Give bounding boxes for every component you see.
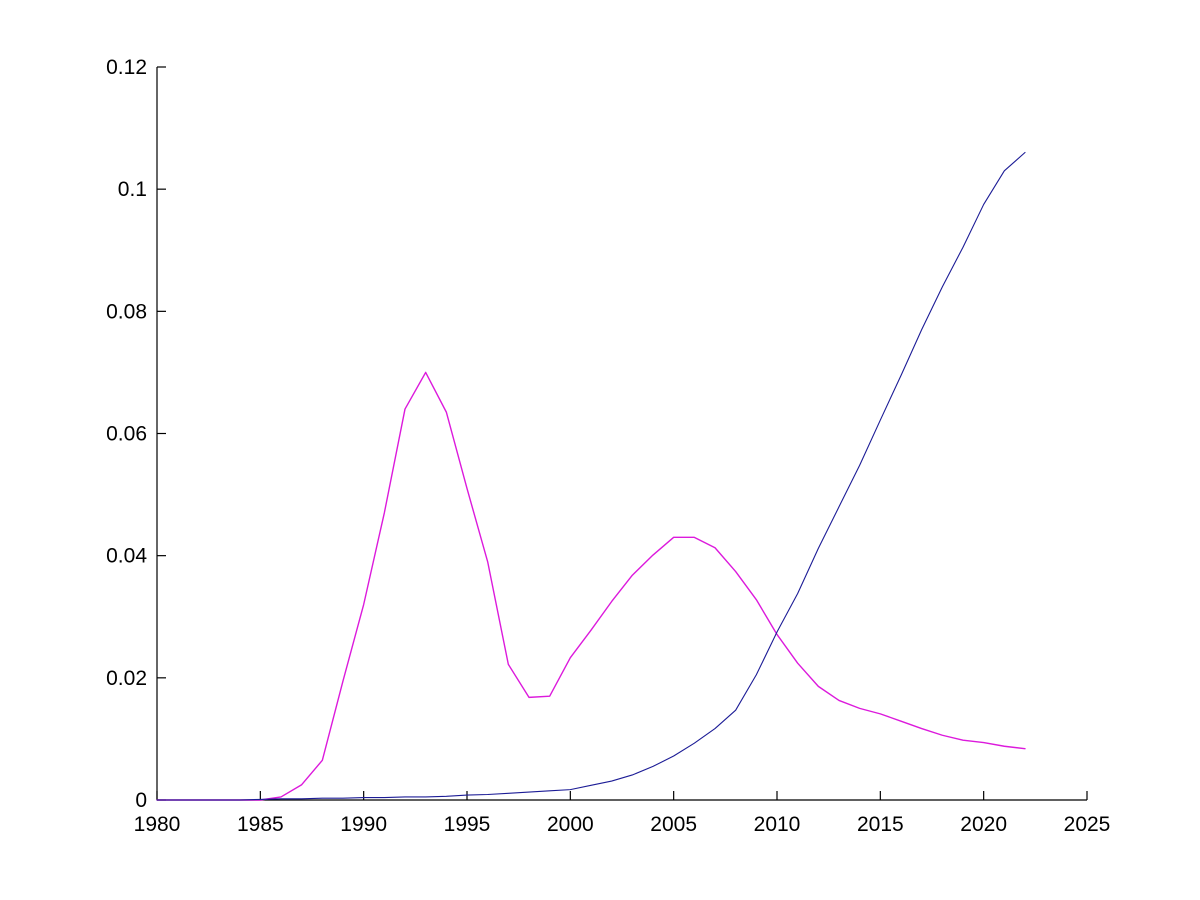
y-tick-label: 0.08 xyxy=(106,300,147,323)
x-tick-label: 2005 xyxy=(650,813,697,836)
y-tick-label: 0.02 xyxy=(106,667,147,690)
y-tick-label: 0.04 xyxy=(106,545,147,568)
axes xyxy=(156,67,1087,801)
series-magenta-line xyxy=(156,371,1026,801)
x-tick-label: 1980 xyxy=(134,813,181,836)
y-tick-label: 0.12 xyxy=(106,56,147,79)
x-tick-label: 2025 xyxy=(1064,813,1111,836)
series-blue-line xyxy=(156,151,1026,801)
x-tick-label: 2020 xyxy=(960,813,1007,836)
x-tick-label: 2000 xyxy=(547,813,594,836)
x-tick-label: 1990 xyxy=(340,813,387,836)
tick-labels: 1980 1985 1990 1995 2000 2005 2010 2015 2020 2025… xyxy=(106,56,1110,836)
x-tick-label: 1985 xyxy=(237,813,284,836)
x-tick-label: 1995 xyxy=(444,813,491,836)
plot-series xyxy=(156,151,1026,801)
y-tick-label: 0 xyxy=(135,789,147,812)
x-tick-label: 2010 xyxy=(754,813,801,836)
y-tick-label: 0.06 xyxy=(106,423,147,446)
tick-marks xyxy=(156,66,1088,801)
x-tick-label: 2015 xyxy=(857,813,904,836)
y-tick-label: 0.1 xyxy=(118,178,147,201)
